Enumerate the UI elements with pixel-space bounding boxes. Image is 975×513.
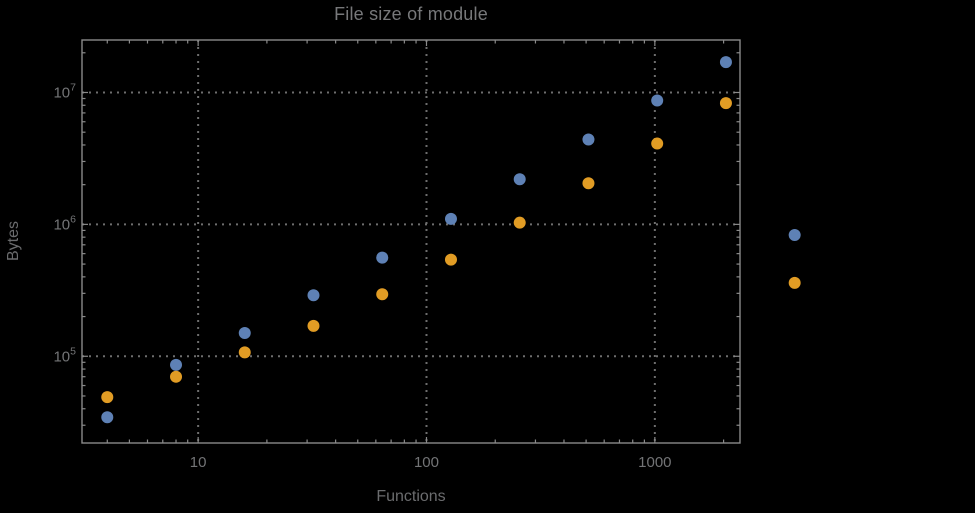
y-tick-label: 106 [53,213,76,233]
data-point-series-2 [170,370,183,383]
data-point-series-1 [101,411,114,424]
data-point-series-2 [788,276,801,289]
x-tick-label: 10 [190,454,207,471]
data-point-series-2 [513,216,526,229]
y-tick-label: 105 [53,345,76,365]
data-point-series-1 [307,289,320,302]
data-point-series-1 [238,327,251,340]
y-tick-label: 107 [53,81,76,101]
data-point-series-2 [719,97,732,110]
data-point-series-1 [788,229,801,242]
data-point-series-2 [444,253,457,266]
chart-title: File size of module [334,4,488,24]
plot-frame [81,39,741,444]
x-tick-label: 100 [414,454,439,471]
data-point-series-2 [651,137,664,150]
data-point-series-1 [513,173,526,186]
x-tick-label: 1000 [638,454,671,471]
x-axis-label: Functions [376,488,446,505]
data-point-series-2 [101,391,114,404]
data-point-series-1 [582,133,595,146]
data-point-series-1 [376,251,389,264]
data-point-series-2 [376,288,389,301]
data-point-series-1 [719,56,732,69]
data-point-series-1 [651,94,664,107]
data-point-series-1 [170,358,183,371]
data-point-series-2 [238,346,251,359]
data-point-series-1 [444,212,457,225]
data-point-series-2 [582,177,595,190]
data-point-series-2 [307,319,320,332]
